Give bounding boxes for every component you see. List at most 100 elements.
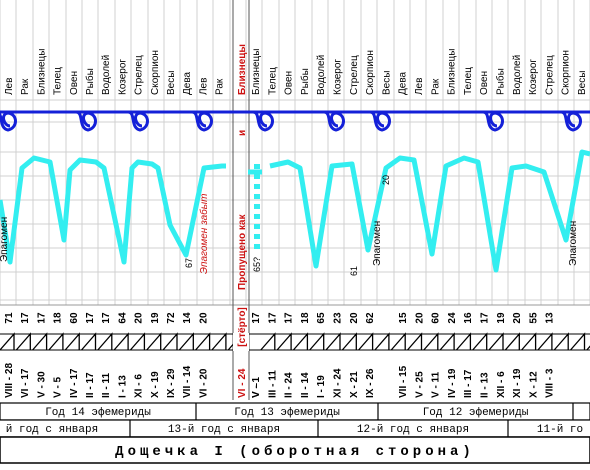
- date-label: XI - 19: [512, 368, 523, 398]
- node-loop: [75, 110, 97, 132]
- special-bottom-date: VI - 24: [237, 368, 248, 398]
- sign-label: Рак: [430, 78, 441, 95]
- annotation-number: 61: [349, 266, 359, 276]
- date-label: I - 19: [316, 375, 327, 398]
- bottom-bands: Год 14 эфемериды Год 13 эфемериды Год 12 э…: [0, 402, 590, 464]
- annotation-number: 20: [381, 175, 391, 185]
- sign-label: Дева: [182, 71, 193, 95]
- node-loop: [191, 110, 213, 132]
- day-number: 55: [528, 312, 539, 324]
- day-number: 20: [349, 312, 360, 324]
- date-label: VIII - 3: [545, 368, 556, 398]
- date-label: II - 24: [284, 372, 295, 398]
- sign-label: Овен: [479, 71, 490, 95]
- date-label: VII - 14: [182, 365, 193, 398]
- sign-label: Дева: [398, 71, 409, 95]
- day-number: 24: [447, 312, 458, 324]
- date-label: IV - 17: [69, 368, 80, 398]
- day-number: 17: [101, 312, 112, 324]
- sign-label: Водолей: [101, 55, 112, 95]
- date-label: IV - 19: [447, 368, 458, 398]
- footer-title: Дощечка I (оборотная сторона): [115, 444, 475, 460]
- sign-labels: Лев Рак Близнецы Телец Овен Рыбы Водолей Козеро…: [4, 49, 588, 95]
- sign-label: Рыбы: [495, 68, 507, 95]
- sign-label: Водолей: [316, 55, 327, 95]
- day-number: 62: [365, 312, 376, 324]
- day-number: 17: [36, 312, 47, 324]
- sign-label: Овен: [69, 71, 80, 95]
- node-loop: [560, 110, 582, 132]
- sign-label: Стрелец: [544, 55, 555, 95]
- day-number: 20: [512, 312, 523, 324]
- node-loop: [252, 110, 274, 132]
- epagomen-label: Эпагомен: [568, 221, 579, 266]
- epagomen-label: Эпагомен: [0, 217, 10, 262]
- sign-label: Лев: [198, 78, 209, 95]
- special-top-label: Близнецы: [237, 44, 248, 95]
- node-loop: [323, 110, 345, 132]
- zigzag-gap: [233, 333, 249, 351]
- day-number: 17: [267, 312, 278, 324]
- sign-label: Скорпион: [561, 50, 572, 95]
- date-label: IX - 26: [365, 368, 376, 398]
- sign-label: Стрелец: [134, 55, 145, 95]
- day-number: 60: [69, 312, 80, 324]
- date-label: V - 30: [36, 371, 47, 398]
- date-label: X - 21: [349, 371, 360, 398]
- sign-label: Козерог: [117, 59, 128, 95]
- grid-lines: [0, 0, 590, 306]
- sign-label: Весы: [166, 71, 177, 95]
- sign-label: Весы: [577, 71, 588, 95]
- date-labels: VIII - 28 VI - 17 V - 30 V - 5 IV - 17 II - 1…: [4, 363, 556, 398]
- day-number: 64: [117, 312, 128, 324]
- january-label: 13-й год с января: [168, 424, 280, 436]
- day-number: 17: [284, 312, 295, 324]
- sign-label: Рыбы: [84, 68, 96, 95]
- date-label: XI - 6: [134, 374, 145, 398]
- zigzag-band: [стёрто]: [0, 307, 590, 351]
- node-loop-line: [0, 110, 590, 132]
- date-label: VI - 17: [20, 368, 31, 398]
- date-label: X - 12: [528, 371, 539, 398]
- sign-label: Скорпион: [365, 50, 376, 95]
- sign-label: Рак: [20, 78, 31, 95]
- january-label: 11-й го: [537, 424, 583, 436]
- day-number: 17: [480, 312, 491, 324]
- sign-label: Козерог: [528, 59, 539, 95]
- sign-label: Лев: [414, 78, 425, 95]
- sign-label: Телец: [463, 67, 474, 95]
- date-label: III - 11: [267, 370, 278, 398]
- day-number: 20: [414, 312, 425, 324]
- day-number: 18: [53, 312, 64, 324]
- sign-label: Рыбы: [299, 68, 311, 95]
- date-label: II - 11: [101, 373, 112, 398]
- latitude-curve: [0, 149, 590, 273]
- sign-label: Стрелец: [349, 55, 360, 95]
- annotations: Эпагомен Эпагомен забыт Эпагомен Эпагомен 67…: [0, 175, 579, 276]
- sign-label: Весы: [381, 71, 392, 95]
- ephemeris-label: Год 12 эфемериды: [423, 406, 529, 419]
- day-number: 60: [431, 312, 442, 324]
- day-number: 16: [463, 312, 474, 324]
- sign-label: Телец: [267, 67, 278, 95]
- sign-label: Рак: [215, 78, 226, 95]
- node-loop: [127, 110, 149, 132]
- day-number: 17: [85, 312, 96, 324]
- node-loop: [369, 110, 391, 132]
- day-number: 72: [166, 312, 177, 324]
- day-number: 65: [316, 312, 327, 324]
- sign-label: Близнецы: [251, 49, 262, 95]
- day-number: 71: [4, 312, 15, 324]
- sign-label: Овен: [284, 71, 295, 95]
- epagomen-label: Эпагомен: [372, 221, 383, 266]
- ephemeris-label: Год 13 эфемериды: [234, 406, 340, 419]
- day-number: 20: [134, 312, 145, 324]
- cyan-curve-right: [269, 149, 590, 273]
- date-label: II - 14: [300, 372, 311, 398]
- zigzag-pattern: [0, 332, 590, 351]
- sign-label: Близнецы: [36, 49, 47, 95]
- date-label: X - 19: [150, 371, 161, 398]
- date-label: VII - 15: [398, 365, 409, 398]
- date-label: II - 13: [480, 372, 491, 398]
